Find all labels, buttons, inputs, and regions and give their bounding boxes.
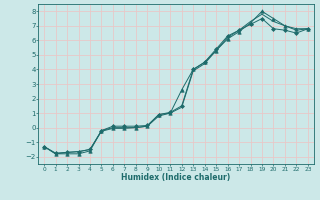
X-axis label: Humidex (Indice chaleur): Humidex (Indice chaleur) <box>121 173 231 182</box>
